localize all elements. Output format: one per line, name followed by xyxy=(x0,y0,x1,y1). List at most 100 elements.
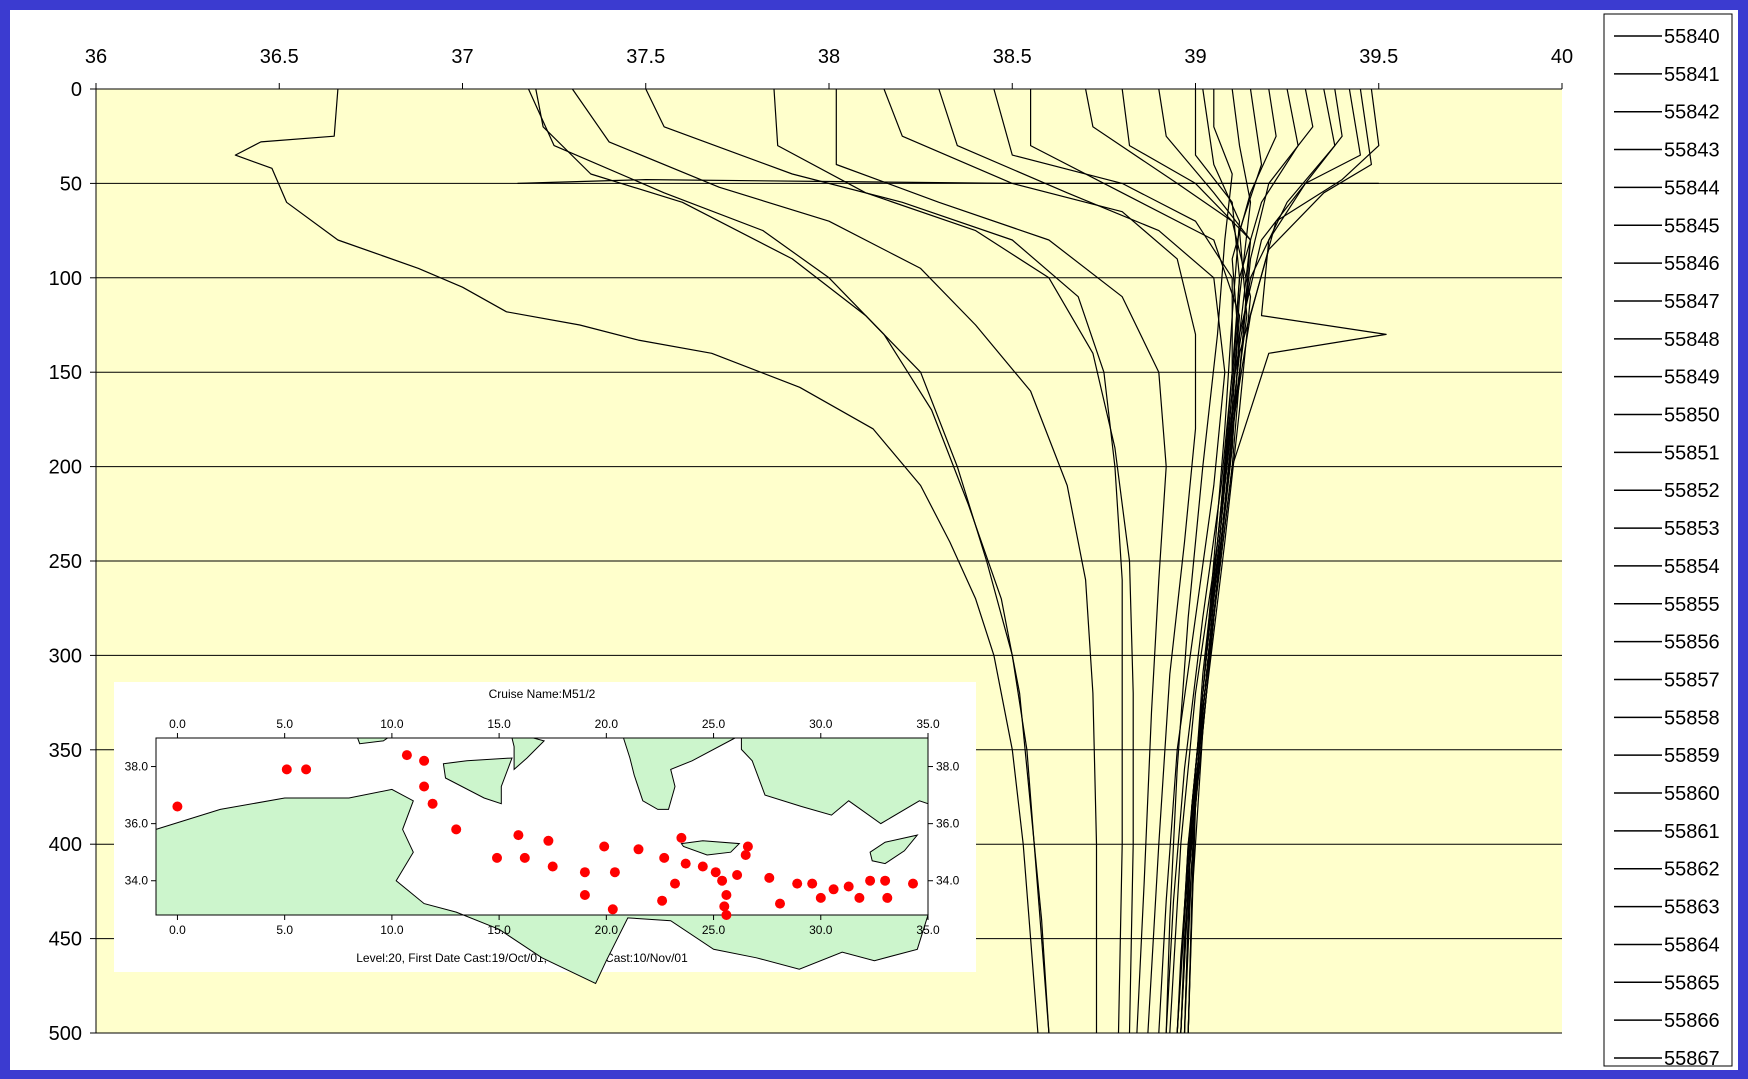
station-marker xyxy=(427,798,438,809)
x-tick-label: 40 xyxy=(1551,46,1573,68)
map-x-tick-label-bottom: 35.0 xyxy=(916,923,940,937)
map-x-tick-label-top: 20.0 xyxy=(595,717,619,731)
legend-label: 55867 xyxy=(1664,1048,1720,1070)
profile-line-55844 xyxy=(645,88,1123,1034)
profile-line-55865 xyxy=(1187,88,1387,1034)
legend-label: 55858 xyxy=(1664,707,1720,729)
legend-label: 55841 xyxy=(1664,64,1720,86)
legend-label: 55857 xyxy=(1664,669,1720,691)
station-marker xyxy=(657,895,668,906)
map-x-tick-label-bottom: 5.0 xyxy=(276,923,293,937)
land-sicily xyxy=(442,757,513,805)
y-tick-label: 0 xyxy=(71,79,82,101)
profile-line-55842 xyxy=(527,88,1050,1034)
station-marker xyxy=(659,852,670,863)
legend-label: 55861 xyxy=(1664,821,1720,843)
legend-label: 55842 xyxy=(1664,102,1720,124)
legend-label: 55843 xyxy=(1664,140,1720,162)
legend-label: 55851 xyxy=(1664,442,1720,464)
station-marker xyxy=(721,890,732,900)
station-marker xyxy=(680,858,691,869)
legend-label: 55844 xyxy=(1664,177,1720,199)
legend-label: 55840 xyxy=(1664,26,1720,48)
station-marker xyxy=(843,881,854,892)
legend-label: 55849 xyxy=(1664,367,1720,389)
station-map-inset: Cruise Name:M51/2 Level:20, First Date C… xyxy=(114,682,976,985)
map-x-tick-label-top: 0.0 xyxy=(169,717,186,731)
legend-label: 55859 xyxy=(1664,745,1720,767)
station-marker xyxy=(579,890,590,900)
station-markers xyxy=(172,750,918,920)
map-y-tick-label-left: 34.0 xyxy=(125,874,149,888)
map-x-tick-label-bottom: 10.0 xyxy=(380,923,404,937)
x-tick-label: 36 xyxy=(85,46,107,68)
station-marker xyxy=(721,910,732,920)
legend-label: 55864 xyxy=(1664,934,1720,956)
profile-line-55866 xyxy=(1165,89,1233,1034)
land-cyprus xyxy=(869,834,919,865)
map-x-tick-label-bottom: 0.0 xyxy=(169,923,186,937)
x-tick-label: 38.5 xyxy=(993,46,1032,68)
station-marker xyxy=(607,904,618,915)
x-tick-label: 36.5 xyxy=(260,46,299,68)
station-marker xyxy=(882,892,893,903)
station-marker xyxy=(492,852,502,863)
y-tick-label: 400 xyxy=(49,834,82,856)
legend-label: 55862 xyxy=(1664,859,1720,881)
station-marker xyxy=(717,875,728,886)
x-tick-label: 37 xyxy=(451,46,473,68)
profile-line-55863 xyxy=(1187,88,1373,1034)
map-y-tick-label-left: 38.0 xyxy=(125,760,149,774)
legend-label: 55865 xyxy=(1664,972,1720,994)
profile-line-55848 xyxy=(938,88,1226,1034)
land-north-africa xyxy=(155,788,929,985)
station-marker xyxy=(854,892,865,903)
legend-label: 55863 xyxy=(1664,897,1720,919)
legend-label: 55856 xyxy=(1664,632,1720,654)
station-marker xyxy=(281,764,292,775)
station-marker xyxy=(543,835,554,846)
map-x-tick-label-top: 15.0 xyxy=(487,717,511,731)
station-marker xyxy=(807,878,818,889)
station-marker xyxy=(599,841,610,852)
station-marker xyxy=(401,750,412,761)
legend-label: 55847 xyxy=(1664,291,1720,313)
station-marker xyxy=(792,878,803,889)
station-marker xyxy=(513,830,524,841)
map-x-tick-label-top: 30.0 xyxy=(809,717,833,731)
map-x-tick-label-bottom: 20.0 xyxy=(595,923,619,937)
station-marker xyxy=(676,832,687,843)
station-marker xyxy=(172,801,183,812)
y-tick-label: 50 xyxy=(60,173,82,195)
y-tick-label: 100 xyxy=(49,268,82,290)
station-marker xyxy=(740,850,751,860)
legend: 55840 55841 55842 55843 55844 55845 55846 55847… xyxy=(1603,13,1733,1070)
y-tick-label: 450 xyxy=(49,929,82,951)
y-tick-label: 500 xyxy=(49,1023,82,1045)
profile-line-55846 xyxy=(835,89,1167,1034)
map-y-tick-label-left: 36.0 xyxy=(125,817,149,831)
map-x-tick-label-bottom: 15.0 xyxy=(487,923,511,937)
land-sardinia xyxy=(356,737,390,745)
station-marker xyxy=(880,875,891,886)
station-marker xyxy=(742,841,753,852)
legend-label: 55846 xyxy=(1664,253,1720,275)
land-turkey xyxy=(740,737,929,825)
map-x-tick-label-bottom: 25.0 xyxy=(702,923,726,937)
profile-line-55864 xyxy=(1187,88,1380,1034)
station-marker xyxy=(451,824,462,835)
x-tick-label: 38 xyxy=(818,46,840,68)
land-greece xyxy=(612,737,736,810)
map-y-tick-label-right: 34.0 xyxy=(936,874,960,888)
profile-line-55847 xyxy=(883,88,1197,1034)
station-marker xyxy=(547,861,558,872)
station-marker xyxy=(579,867,590,878)
x-tick-label: 39.5 xyxy=(1359,46,1398,68)
legend-label: 55853 xyxy=(1664,518,1720,540)
profile-line-55860 xyxy=(1187,88,1314,1034)
map-x-tick-label-top: 5.0 xyxy=(276,717,293,731)
map-x-tick-label-top: 25.0 xyxy=(702,717,726,731)
inset-title: Cruise Name:M51/2 xyxy=(489,687,596,701)
